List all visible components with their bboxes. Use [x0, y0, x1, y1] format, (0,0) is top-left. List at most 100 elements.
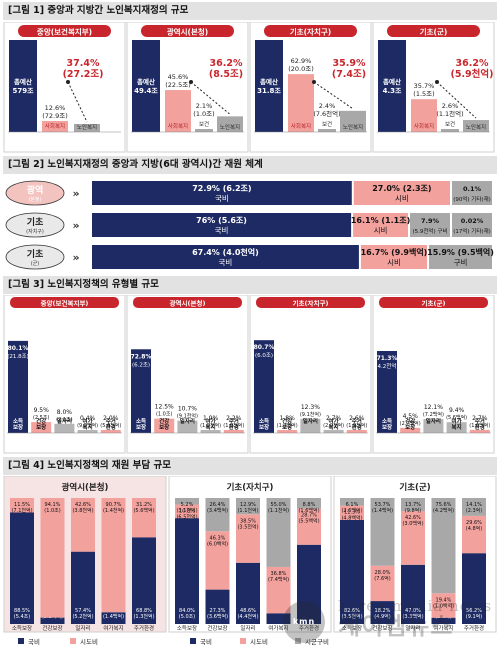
fig4-segment [266, 498, 291, 567]
fig2-segment-name: 시비 [395, 194, 409, 203]
fig1-panel-header-bg [387, 25, 480, 37]
fig1-end-bar [340, 110, 366, 132]
fig4-bar-label: 건강보장 [207, 625, 227, 632]
fig4-segment [340, 519, 364, 624]
fig4-segment [462, 553, 486, 624]
fig4-segment-label: 11.5% (7.1천억) [11, 502, 32, 514]
fig1-chart: 중앙(보건복지부)총예산579조사회복지12.6%(72.9조)노인복지37.4… [3, 22, 495, 153]
fig3-bar-pct: 2.7% [326, 415, 342, 422]
fig3-panel-header-bg [133, 297, 242, 308]
fig3-bar-amt: (2.0천억) [323, 422, 344, 429]
fig3-bar-label: 주거 환경 [229, 417, 239, 431]
fig2-row-badge [5, 180, 65, 206]
fig1-connector-dot [189, 80, 193, 84]
fig1-small-bar [195, 129, 213, 132]
fig4-segment [462, 515, 486, 554]
fig4-legend-swatch [295, 638, 301, 644]
fig3-bar [254, 340, 274, 433]
fig4-bar-label: 소득보장 [12, 625, 32, 632]
fig2-segment-name: 국비 [219, 258, 233, 267]
fig3-bar-pct: 1.8% [280, 415, 296, 422]
fig1-panel-header-bg [264, 25, 357, 37]
fig4-segment-label: 10.8% (6.5천억) [176, 509, 197, 521]
fig4-segment-label: 47.0% (3.3백억) [402, 608, 423, 620]
fig2-chevron-icon: » [72, 251, 79, 264]
fig2-segment [92, 245, 359, 269]
fig3-bar [446, 422, 467, 433]
fig3-bar-pct: 8.0% [57, 409, 73, 416]
fig4-segment-label: 88.5% (5.4조) [14, 608, 31, 620]
fig3-bar-label: 건강 보장 [36, 417, 46, 431]
fig3-bar-pct: 72.8% [131, 353, 152, 360]
fig4-chart: 광역시(본청)88.5%(5.4조)11.5%(7.1천억)소득보장5.1%(5… [3, 476, 497, 646]
fig4-segment-label: 75.6% (4.2백억) [433, 502, 454, 514]
fig4-segment [462, 498, 486, 516]
fig1-end-label: 노인복지 [343, 123, 363, 131]
fig4-segment [132, 498, 156, 538]
fig3-bar-pct: 2.6% [349, 415, 365, 422]
fig1-highlight-amt: (7.4조) [332, 69, 366, 80]
fig4-bar-label: 여가복지 [103, 624, 123, 632]
fig2-row-badge [5, 212, 65, 238]
fig3-bar-label: 주거 환경 [352, 417, 362, 431]
fig4-segment-label: 38.5% (3.5천억) [237, 518, 258, 530]
fig1-small-amt: (1.0조) [193, 110, 214, 118]
fig3-bar-amt: (1.0조) [156, 412, 173, 418]
fig4-segment [266, 566, 291, 614]
fig4-segment [205, 531, 230, 590]
fig3-bar-amt: (21.8조) [7, 353, 29, 360]
fig3-panel-header: 기초(자치구) [293, 299, 329, 308]
fig1-mid-pct: 62.9% [291, 57, 312, 65]
fig3-bar [323, 429, 344, 433]
fig3-bar [423, 419, 444, 433]
fig2-row-label: 광역 [27, 184, 44, 196]
fig1-mid-amt: (20.0조) [288, 65, 314, 73]
fig1-small-pct: 2.6% [442, 102, 459, 110]
fig1-mid-pct: 12.6% [45, 104, 66, 112]
fig4-bar-label: 건강보장 [42, 625, 62, 632]
fig1-panel-header: 기초(군) [420, 27, 448, 37]
fig4-legend-label: 국비 [28, 637, 40, 646]
fig4-bar-label: 주거환경 [134, 624, 154, 632]
fig2-segment [429, 245, 492, 269]
fig1-total-value: 31.8조 [257, 87, 281, 95]
fig4-segment [401, 511, 425, 565]
fig2-segment [452, 213, 492, 237]
fig3-bar [8, 340, 28, 433]
fig1-mid-label: 사회복지 [414, 122, 434, 130]
fig1-connector [67, 81, 88, 123]
fig2-segment-pct: 0.1% [463, 185, 482, 193]
fig3-bar-pct: 12.3% [301, 404, 320, 411]
fig2-chevron-icon: » [72, 187, 79, 200]
fig3-bar-pct: 80.7% [254, 344, 275, 351]
fig3-bar-amt: (6.2조) [132, 361, 150, 368]
fig3-bar-amt: (1.8천억) [223, 422, 244, 429]
fig1-panel-header: 기초(자치구) [290, 27, 331, 37]
fig1-highlight-amt: (5.9천억) [451, 68, 494, 80]
fig4-segment-label: 6.1% (2.6백억) [341, 502, 362, 514]
fig4-segment-label: 48.6% (4.4천억) [237, 608, 258, 620]
fig2-segment-name: 국비 [215, 226, 229, 235]
fig3-bar-amt: (1.3천억) [277, 422, 298, 429]
fig1-end-label: 노인복지 [466, 123, 486, 131]
fig2-segment [360, 245, 428, 269]
fig3-bar [100, 430, 121, 433]
fig1-connector-dot [312, 80, 316, 84]
fig4-segment [236, 498, 260, 515]
fig4-segment [401, 498, 425, 512]
fig2-segment-pct: 0.02% [461, 217, 484, 225]
fig1-end-bar [217, 116, 243, 132]
fig3-bar-label: 여가 복지 [452, 417, 462, 431]
fig3-bar-amt: (4.2천억) [375, 362, 398, 370]
fig1-panel-header-bg [141, 25, 234, 37]
fig1-small-bar [441, 129, 459, 132]
fig3-bar-amt: (2.7백억) [400, 420, 421, 427]
fig1-mid-label: 사회복지 [168, 122, 188, 130]
watermark-line1: korea media news [338, 597, 493, 615]
fig2-row-label: 기초 [27, 248, 44, 260]
fig1-mid-bar [411, 99, 437, 132]
fig4-segment-label: 42.6% (3.8천억) [72, 502, 93, 514]
fig3-bar [346, 430, 367, 433]
fig4-segment [401, 564, 425, 624]
